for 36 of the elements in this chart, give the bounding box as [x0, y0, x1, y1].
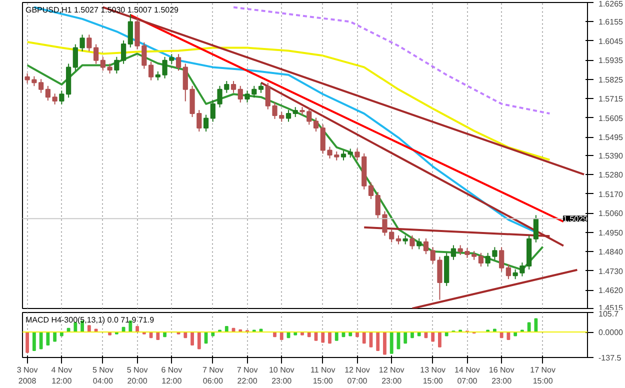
y-tick-label: 1.6155 [598, 18, 624, 27]
y-tick-label: 1.5605 [598, 114, 624, 123]
y-tick-label: 0.0000 [598, 328, 624, 338]
x-tick-label: 5 Nov 04:00 [92, 366, 114, 386]
y-tick-label: 1.5280 [598, 170, 624, 180]
x-tick-label: 7 Nov 06:00 [202, 366, 224, 386]
y-tick-label: 1.6265 [598, 0, 624, 8]
y-tick-label: 1.6045 [598, 36, 624, 46]
y-tick-label: 1.4840 [598, 248, 624, 257]
x-tick-label: 5 Nov 20:00 [126, 366, 148, 386]
y-tick-label: 1.4620 [598, 286, 624, 296]
y-tick-label: 1.5170 [598, 190, 624, 199]
chart-title: MACD H4-300(5,13,1) 0.0 71.9 71.9 [26, 316, 155, 324]
y-tick-label: 1.5495 [598, 133, 624, 142]
y-tick-label: 105.7 [598, 310, 620, 318]
y-tick-label: -137.5 [598, 354, 622, 362]
x-tick-label: 12 Nov 07:00 [344, 366, 370, 386]
x-tick-label: 13 Nov 15:00 [420, 366, 446, 386]
x-tick-label: 3 Nov 2008 [16, 366, 38, 386]
x-tick-label: 4 Nov 12:00 [51, 366, 72, 386]
y-tick-label: 1.5715 [598, 94, 624, 104]
y-tick-label: 1.5825 [598, 75, 624, 84]
x-tick-label: 17 Nov 15:00 [530, 366, 556, 386]
y-tick-label: 1.4950 [598, 228, 624, 238]
x-tick-label: 11 Nov 15:00 [310, 366, 336, 386]
x-tick-label: 6 Nov 12:00 [161, 366, 182, 386]
y-tick-label: 1.4730 [598, 266, 624, 276]
y-tick-label: 1.5935 [598, 56, 624, 66]
x-tick-label: 12 Nov 23:00 [378, 366, 404, 386]
y-tick-label: 1.5390 [598, 152, 624, 160]
x-tick-label: 7 Nov 22:00 [236, 366, 258, 386]
y-tick-label: 1.5060 [598, 209, 624, 218]
x-tick-label: 16 Nov 23:00 [488, 366, 514, 386]
ref-line-label: 1.5029 [563, 214, 588, 224]
x-tick-label: 10 Nov 23:00 [268, 366, 294, 386]
x-tick-label: 14 Nov 07:00 [454, 366, 480, 386]
